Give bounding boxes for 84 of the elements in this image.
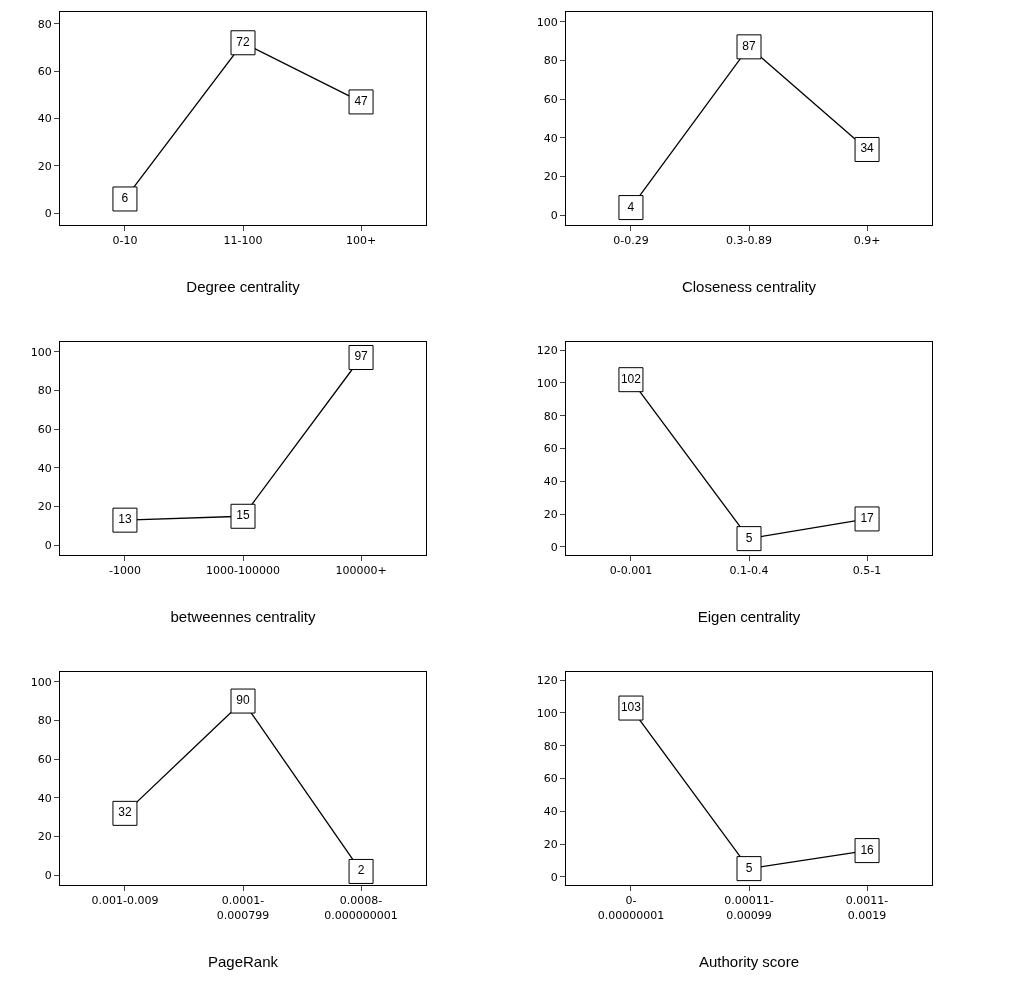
x-tick-label: 0.9+ [853,234,881,248]
point [736,526,762,552]
data-label: 102 [620,371,642,386]
point [618,195,644,221]
x-tick-label: 0-0.001 [609,564,653,578]
y-tick-label: 20 [37,830,52,844]
data-label: 47 [354,93,369,108]
y-tick-label: 0 [44,539,52,553]
y-tick-label: 60 [543,92,558,106]
data-label: 97 [354,349,369,364]
x-axis-title: Closeness centrality [681,278,817,296]
y-tick-label: 60 [543,772,558,786]
x-axis-title: betweennes centrality [170,608,317,626]
data-label: 90 [236,693,250,708]
data-label: 13 [118,512,132,527]
x-axis-title: Degree centrality [186,278,301,296]
data-label: 6 [121,190,129,205]
data-label: 15 [236,508,250,523]
data-label: 32 [118,805,132,820]
y-tick-label: 100 [536,15,558,29]
y-tick-label: 40 [37,112,52,126]
x-tick-label: 0.5-1 [852,564,882,578]
x-tick-label: 0.0011- 0.0019 [845,894,889,922]
y-tick-label: 80 [543,739,558,753]
data-label: 34 [860,141,875,156]
y-tick-label: 0 [550,540,558,554]
y-tick-label: 120 [536,674,558,688]
y-tick-label: 0 [44,207,52,221]
x-tick-label: 0-10 [112,234,138,248]
y-tick-label: 20 [37,500,52,514]
data-label: 5 [745,530,753,545]
y-tick-label: 40 [37,461,52,475]
y-tick-label: 20 [543,507,558,521]
point [348,858,374,884]
y-tick-label: 20 [37,159,52,173]
x-tick-label: 0.3-0.89 [726,234,772,248]
y-tick-label: 0 [550,209,558,223]
x-tick-label: 1000-100000 [206,564,280,578]
y-tick-label: 100 [536,376,558,390]
y-tick-label: 20 [543,170,558,184]
y-tick-label: 80 [543,54,558,68]
point [736,856,762,882]
x-tick-label: 0.001-0.009 [91,894,159,908]
x-tick-label: -1000 [108,564,141,578]
point [112,186,138,212]
x-tick-label: 11-100 [223,234,263,248]
x-tick-label: 100000+ [335,564,387,578]
y-tick-label: 100 [30,675,52,689]
y-tick-label: 40 [543,805,558,819]
data-label: 17 [860,510,875,525]
x-tick-label: 0.1-0.4 [729,564,769,578]
data-label: 72 [236,34,250,49]
data-label: 103 [620,700,642,715]
data-label: 87 [742,38,756,53]
x-axis-title: Eigen centrality [697,608,801,626]
x-tick-label: 0- 0.00000001 [597,894,665,922]
x-tick-label: 0.00011- 0.00099 [724,894,774,922]
y-tick-label: 0 [550,870,558,884]
x-tick-label: 0.0001- 0.000799 [216,894,270,922]
y-tick-label: 0 [44,869,52,883]
y-tick-label: 120 [536,344,558,358]
y-tick-label: 60 [543,442,558,456]
y-tick-label: 40 [543,131,558,145]
y-tick-label: 40 [37,791,52,805]
x-tick-label: 0-0.29 [613,234,649,248]
y-tick-label: 80 [37,714,52,728]
y-tick-label: 100 [536,706,558,720]
data-label: 16 [860,842,875,857]
x-axis-title: Authority score [698,952,800,970]
y-tick-label: 80 [37,384,52,398]
data-label: 4 [627,199,635,214]
y-tick-label: 60 [37,65,52,79]
x-tick-label: 0.0008- 0.000000001 [324,894,398,922]
y-tick-label: 60 [37,752,52,766]
y-tick-label: 80 [543,409,558,423]
y-tick-label: 100 [30,345,52,359]
data-label: 2 [357,863,365,878]
y-tick-label: 20 [543,837,558,851]
y-tick-label: 40 [543,475,558,489]
y-tick-label: 60 [37,422,52,436]
x-tick-label: 100+ [345,234,377,248]
data-label: 5 [745,860,753,875]
y-tick-label: 80 [37,17,52,31]
x-axis-title: PageRank [207,952,279,970]
